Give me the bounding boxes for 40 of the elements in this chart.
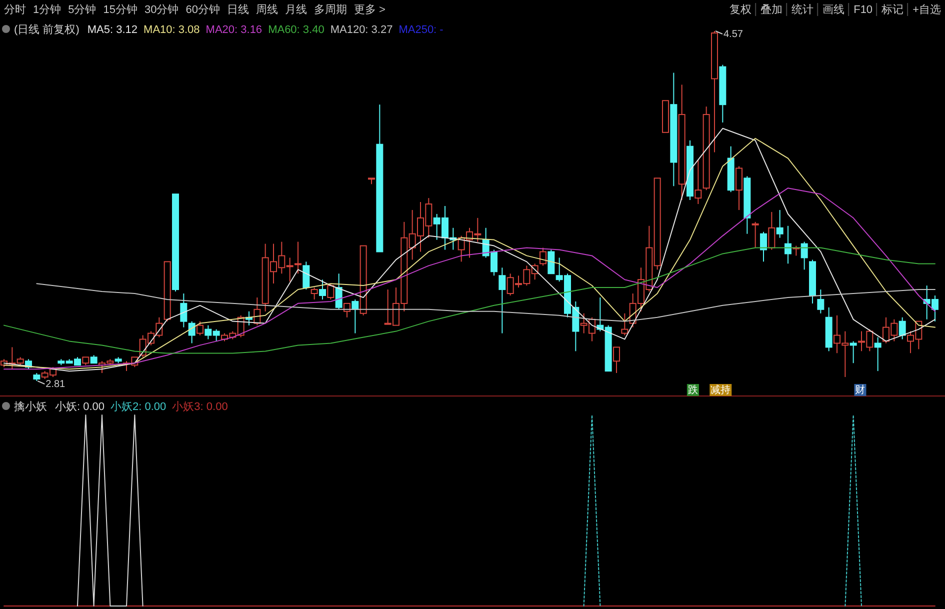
chart-title: (日线 前复权) — [14, 23, 80, 36]
text: 1分钟 — [33, 4, 62, 16]
text: MA60: 3.40 — [268, 24, 324, 36]
text: 60分钟 — [186, 4, 220, 16]
text: F10 — [854, 4, 873, 16]
text: 周线 — [256, 3, 278, 16]
text: 跌 — [688, 384, 698, 396]
text: MA5: 3.12 — [87, 24, 138, 36]
chart-title: 擒小妖 — [14, 400, 47, 413]
text: 月线 — [285, 3, 307, 16]
text: MA120: 3.27 — [330, 24, 393, 36]
text: 统计 — [792, 3, 814, 16]
text: 小妖2: 0.00 — [110, 400, 166, 413]
text: MA10: 3.08 — [144, 24, 200, 36]
text: 多周期 — [314, 4, 347, 16]
text: +自选 — [912, 3, 941, 16]
annotation: 2.81 — [46, 379, 66, 390]
text: 30分钟 — [144, 4, 179, 16]
annotation: 4.57 — [724, 29, 744, 40]
series-label: 小妖: 0.00 — [55, 400, 105, 413]
text: 财 — [855, 384, 866, 396]
text: 分时 — [4, 3, 26, 16]
candlestick — [694, 160, 702, 205]
candlestick — [498, 267, 506, 334]
candlestick — [180, 293, 188, 328]
text: 画线 — [822, 3, 845, 16]
legend-label: MA250: - — [398, 24, 444, 36]
text: 减持 — [710, 384, 731, 396]
text: 叠加 — [760, 3, 783, 16]
text: 更多 > — [354, 4, 386, 16]
text: 5分钟 — [68, 4, 96, 16]
text: 日线 — [227, 3, 249, 16]
text: MA20: 3.16 — [206, 24, 262, 36]
text: 复权 — [730, 4, 752, 16]
text: 小妖3: 0.00 — [172, 400, 228, 413]
text: 标记 — [880, 4, 904, 16]
text: 15分钟 — [103, 4, 138, 16]
candlestick — [670, 72, 678, 187]
candlestick — [294, 241, 302, 274]
candlestick — [678, 84, 686, 201]
